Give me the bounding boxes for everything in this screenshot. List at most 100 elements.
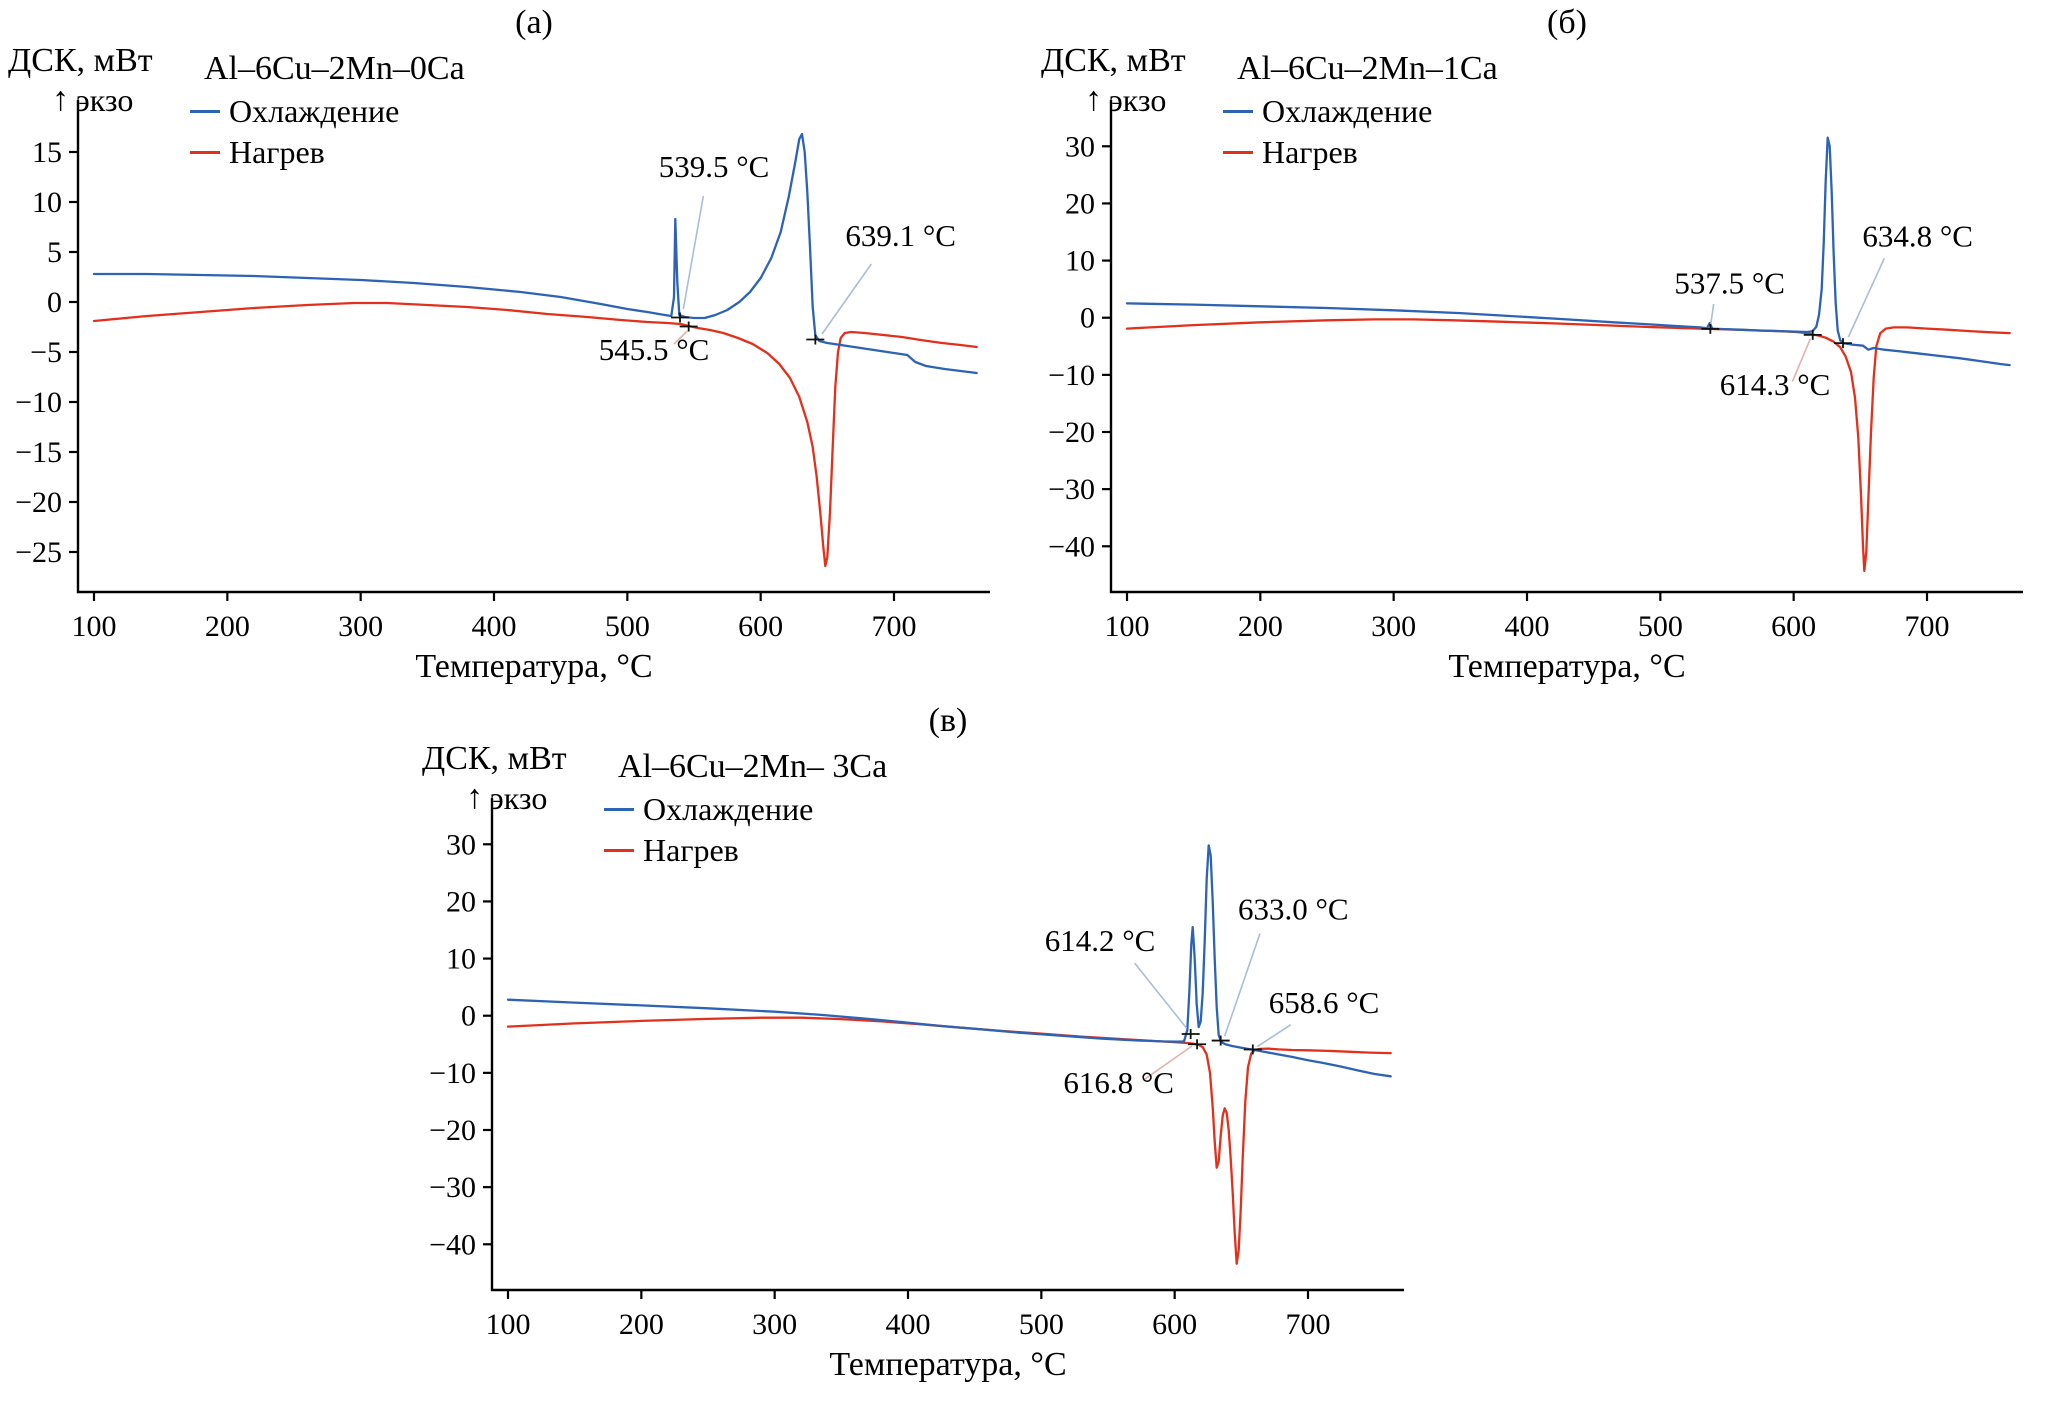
cooling-line-swatch bbox=[190, 110, 220, 114]
y-tick-label: −40 bbox=[1048, 530, 1095, 563]
legend-label: Нагрев bbox=[1262, 134, 1358, 171]
temperature-annotation: 633.0 °C bbox=[1238, 892, 1349, 927]
alloy-label: Al–6Cu–2Mn–1Ca bbox=[1237, 50, 1498, 87]
y-tick-label: −20 bbox=[429, 1114, 476, 1147]
x-tick-label: 600 bbox=[1771, 610, 1816, 643]
temperature-annotation: 614.3 °C bbox=[1720, 367, 1831, 402]
x-tick-label: 600 bbox=[738, 610, 783, 643]
y-tick-label: −10 bbox=[429, 1057, 476, 1090]
exo-label: экзо bbox=[76, 82, 134, 118]
y-axis-title: ДСК, мВт bbox=[8, 42, 153, 79]
cooling-line-swatch bbox=[1223, 110, 1253, 114]
x-axis-title: Температура, °C bbox=[1448, 648, 1686, 685]
legend-label: Охлаждение bbox=[1262, 93, 1433, 129]
alloy-label: Al–6Cu–2Mn– 3Ca bbox=[618, 748, 888, 785]
x-tick-label: 100 bbox=[72, 610, 117, 643]
legend-label: Нагрев bbox=[229, 134, 325, 171]
y-tick-label: 10 bbox=[1065, 245, 1095, 278]
y-tick-label: −15 bbox=[15, 436, 62, 469]
temperature-annotation: 639.1 °C bbox=[845, 218, 956, 253]
y-tick-label: −20 bbox=[15, 486, 62, 519]
y-tick-label: −10 bbox=[1048, 359, 1095, 392]
legend-item-heating: Нагрев bbox=[604, 832, 887, 869]
legend-label: Охлаждение bbox=[229, 93, 400, 129]
y-tick-label: 20 bbox=[446, 885, 476, 918]
series-heating bbox=[506, 1016, 1392, 1265]
annotation-leader-line bbox=[1256, 1024, 1292, 1048]
exo-direction: ↑ экзо bbox=[1085, 82, 1166, 119]
y-tick-label: 20 bbox=[1065, 187, 1095, 220]
y-tick-label: −5 bbox=[30, 336, 62, 369]
temperature-annotation: 634.8 °C bbox=[1862, 218, 1973, 253]
x-axis-title: Температура, °C bbox=[415, 648, 653, 685]
up-arrow-icon: ↑ bbox=[52, 81, 69, 118]
legend-item-cooling: Охлаждение bbox=[190, 93, 465, 129]
y-tick-label: 0 bbox=[47, 286, 62, 319]
legend-item-heating: Нагрев bbox=[190, 134, 465, 171]
legend-item-cooling: Охлаждение bbox=[1223, 93, 1498, 129]
x-tick-label: 500 bbox=[605, 610, 650, 643]
panel-c: 30 20 10 0 −10 −20 −30 −40 100 200 300 400 500 600 700… bbox=[414, 702, 1447, 1402]
x-tick-label: 500 bbox=[1638, 610, 1683, 643]
y-tick-label: 15 bbox=[32, 136, 62, 169]
legend-item-heating: Нагрев bbox=[1223, 134, 1498, 171]
exo-direction: ↑ экзо bbox=[52, 82, 133, 119]
panel-a: 15 10 5 0 −5 −10 −15 −20 −25 100 200 300 400 500 600 70… bbox=[0, 4, 1033, 704]
annotation-leader-line bbox=[1791, 338, 1812, 383]
up-arrow-icon: ↑ bbox=[466, 779, 483, 816]
up-arrow-icon: ↑ bbox=[1085, 81, 1102, 118]
temperature-annotation: 616.8 °C bbox=[1063, 1065, 1174, 1100]
heating-line-swatch bbox=[1223, 151, 1253, 155]
legend-item-cooling: Охлаждение bbox=[604, 791, 887, 827]
y-tick-label: 30 bbox=[1065, 130, 1095, 163]
series-heating bbox=[1125, 318, 2011, 573]
annotation-leader-line bbox=[821, 263, 872, 335]
x-tick-label: 400 bbox=[1505, 610, 1550, 643]
cooling-line-swatch bbox=[604, 808, 634, 812]
annotation-leader-line bbox=[682, 195, 705, 310]
x-axis-title: Температура, °C bbox=[829, 1346, 1067, 1383]
x-tick-label: 100 bbox=[1105, 610, 1150, 643]
x-tick-label: 700 bbox=[872, 610, 917, 643]
y-tick-label: −40 bbox=[429, 1228, 476, 1261]
y-tick-label: 30 bbox=[446, 828, 476, 861]
alloy-label: Al–6Cu–2Mn–0Ca bbox=[204, 50, 465, 87]
y-tick-label: −20 bbox=[1048, 416, 1095, 449]
y-tick-label: 5 bbox=[47, 236, 62, 269]
x-tick-label: 300 bbox=[338, 610, 383, 643]
heating-line-swatch bbox=[190, 151, 220, 155]
temperature-annotation: 545.5 °C bbox=[599, 332, 710, 367]
temperature-annotation: 539.5 °C bbox=[659, 149, 770, 184]
annotation-leader-line bbox=[1709, 303, 1715, 325]
x-tick-label: 200 bbox=[619, 1308, 664, 1341]
panel-letter: (б) bbox=[1547, 4, 1587, 41]
annotation-leader-line bbox=[673, 330, 688, 345]
x-tick-label: 300 bbox=[752, 1308, 797, 1341]
x-tick-label: 100 bbox=[486, 1308, 531, 1341]
series-cooling bbox=[1125, 136, 2011, 367]
exo-label: экзо bbox=[490, 780, 548, 816]
annotation-leader-line bbox=[1223, 933, 1261, 1037]
panel-b: 30 20 10 0 −10 −20 −30 −40 100 200 300 400 500 600 700… bbox=[1033, 4, 2066, 704]
x-tick-label: 400 bbox=[472, 610, 517, 643]
exo-direction: ↑ экзо bbox=[466, 780, 547, 817]
series-cooling bbox=[92, 132, 978, 375]
axes bbox=[76, 100, 990, 594]
legend-label: Охлаждение bbox=[643, 791, 814, 827]
x-tick-label: 500 bbox=[1019, 1308, 1064, 1341]
temperature-annotation: 537.5 °C bbox=[1674, 266, 1785, 301]
y-tick-label: 10 bbox=[446, 943, 476, 976]
x-tick-label: 600 bbox=[1152, 1308, 1197, 1341]
y-tick-label: −10 bbox=[15, 386, 62, 419]
legend: Al–6Cu–2Mn–0Ca Охлаждение Нагрев bbox=[190, 50, 465, 170]
legend-label: Нагрев bbox=[643, 832, 739, 869]
annotation-leader-line bbox=[1143, 1045, 1193, 1081]
annotation-leader-line bbox=[1134, 962, 1188, 1029]
dsc-plot-a: 15 10 5 0 −5 −10 −15 −20 −25 100 200 300 400 500 600 70… bbox=[15, 100, 990, 643]
x-tick-label: 400 bbox=[886, 1308, 931, 1341]
axes bbox=[490, 798, 1404, 1292]
y-axis-title: ДСК, мВт bbox=[422, 740, 567, 777]
series-cooling bbox=[506, 844, 1392, 1078]
